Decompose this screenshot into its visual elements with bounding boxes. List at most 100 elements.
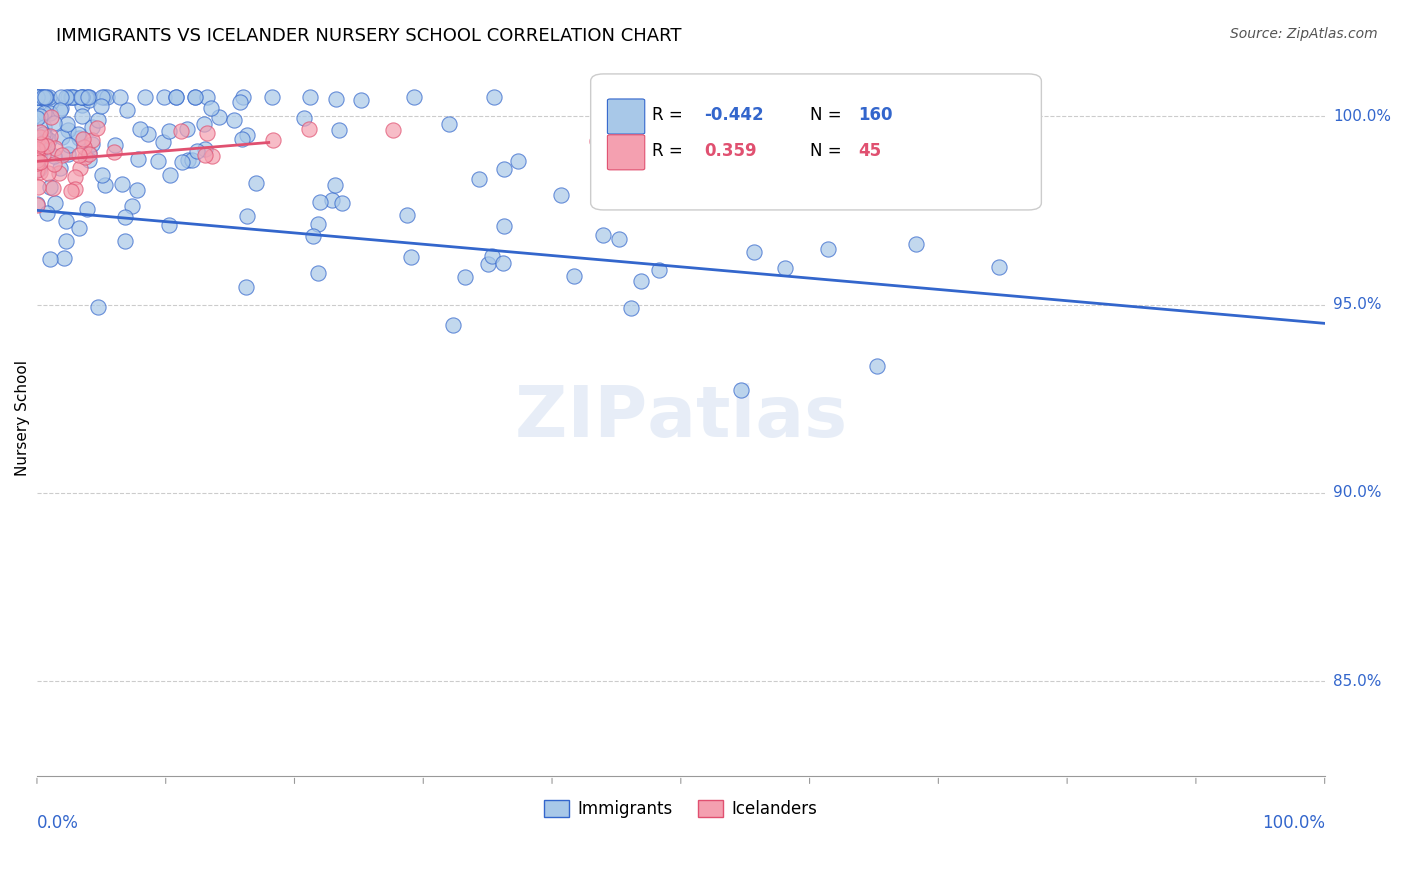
Point (468, 172, 491, 186)
Text: ZIP​atlas: ZIP​atlas (515, 383, 846, 452)
Point (49, 101, 72, 115)
Point (193, 142, 215, 156)
Point (27, 196, 49, 211)
Point (193, 117, 215, 131)
Point (67, 221, 90, 235)
Point (39, 95, 62, 109)
Point (87, 300, 110, 314)
Point (25, 156, 48, 170)
Point (42, 181, 65, 195)
Point (25, 198, 48, 212)
Point (620, 301, 643, 316)
Point (222, 113, 245, 128)
Point (79, 93, 101, 107)
Point (30, 90, 52, 104)
Point (77, 153, 100, 168)
Point (232, 90, 254, 104)
Point (32, 148, 55, 162)
Point (194, 148, 217, 162)
Point (730, 383, 752, 397)
Point (146, 154, 169, 169)
Point (630, 274, 652, 288)
Point (34, 135, 56, 149)
Point (25, 156, 48, 170)
Point (69, 161, 91, 175)
Point (176, 121, 198, 136)
Point (55, 234, 77, 248)
Point (382, 123, 405, 137)
Point (75, 150, 97, 164)
Point (56, 117, 79, 131)
Point (262, 90, 284, 104)
Point (492, 256, 515, 270)
Point (28, 90, 51, 104)
Point (28, 144, 51, 158)
Point (60, 90, 83, 104)
Point (60, 90, 83, 104)
Point (181, 153, 204, 167)
Point (70, 90, 93, 104)
Text: 95.0%: 95.0% (1333, 297, 1382, 312)
Point (441, 318, 464, 332)
Point (39, 179, 62, 194)
Point (27, 144, 49, 158)
Point (96, 90, 118, 104)
Point (159, 168, 181, 182)
Point (197, 127, 219, 141)
Point (58, 146, 80, 161)
Point (51, 130, 73, 145)
Point (25, 90, 48, 104)
Point (454, 270, 477, 285)
Point (309, 195, 332, 210)
Point (72, 110, 94, 124)
Text: Source: ZipAtlas.com: Source: ZipAtlas.com (1230, 27, 1378, 41)
Point (245, 176, 267, 190)
Point (31, 90, 53, 104)
Point (307, 217, 329, 231)
Point (114, 210, 136, 224)
Point (28, 125, 51, 139)
Point (208, 110, 231, 124)
Point (152, 135, 174, 149)
Point (34, 120, 56, 135)
Point (70, 90, 93, 104)
Point (58, 137, 80, 152)
Point (62, 90, 84, 104)
Point (63, 169, 86, 184)
Text: N =: N = (810, 142, 846, 161)
Point (128, 122, 150, 136)
Point (27, 142, 49, 156)
Point (42, 157, 65, 171)
Point (86, 112, 108, 127)
Point (25, 90, 48, 104)
Point (25, 153, 48, 167)
Point (32, 106, 55, 120)
Text: 100.0%: 100.0% (1333, 109, 1391, 124)
Point (67, 127, 90, 141)
Point (328, 123, 350, 137)
Point (321, 193, 343, 207)
Point (28, 129, 51, 144)
Point (987, 260, 1010, 275)
Point (592, 228, 614, 243)
Point (39, 252, 62, 267)
Point (482, 90, 505, 104)
Point (67, 131, 90, 145)
Point (70, 97, 93, 112)
FancyBboxPatch shape (591, 74, 1042, 210)
Point (39, 129, 62, 144)
Point (165, 90, 187, 104)
Point (38, 133, 60, 147)
Point (28, 165, 51, 179)
Point (55, 90, 77, 104)
Point (48, 161, 70, 175)
Point (562, 269, 585, 284)
Text: IMMIGRANTS VS ICELANDER NURSERY SCHOOL CORRELATION CHART: IMMIGRANTS VS ICELANDER NURSERY SCHOOL C… (56, 27, 682, 45)
Point (399, 251, 422, 265)
Point (110, 90, 132, 104)
Text: 0.359: 0.359 (704, 142, 756, 161)
Point (402, 90, 425, 104)
Point (86, 120, 108, 135)
Point (28, 161, 51, 176)
Point (477, 257, 499, 271)
